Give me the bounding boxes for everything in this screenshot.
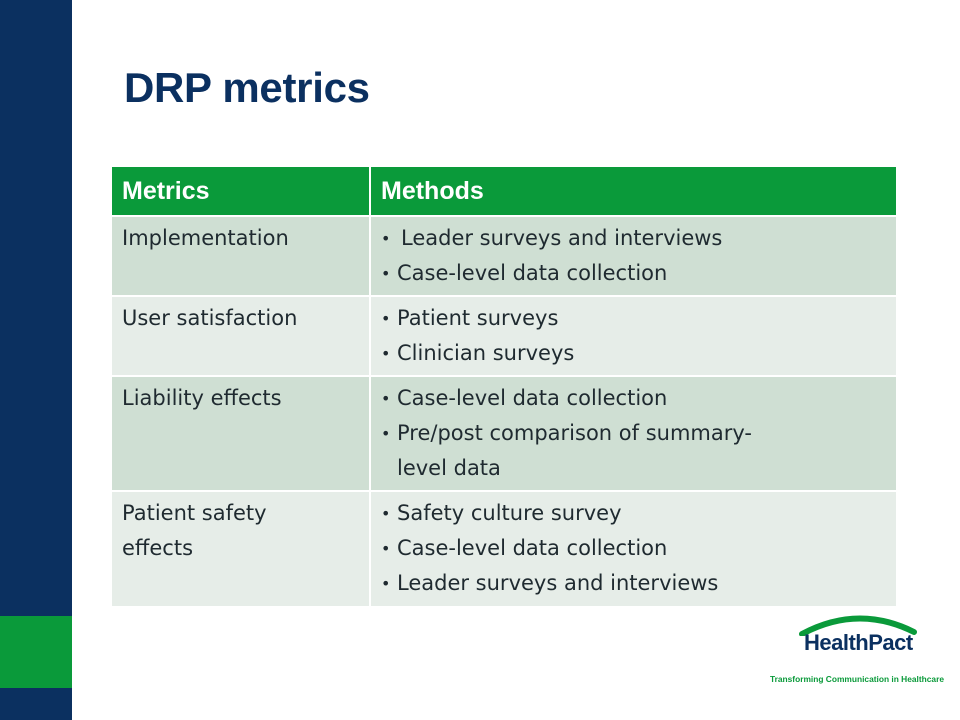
methods-cell: Case-level data collection Pre/post comp… xyxy=(370,376,896,492)
header-metrics: Metrics xyxy=(112,167,371,217)
metric-label: Implementation xyxy=(122,226,289,250)
methods-list: Case-level data collection Pre/post comp… xyxy=(381,381,801,486)
methods-list: Patient surveys Clinician surveys xyxy=(381,301,886,371)
metrics-table: Metrics Methods Implementation Leader su… xyxy=(112,167,896,608)
sidebar-green-block xyxy=(0,616,72,688)
metric-cell: Implementation xyxy=(112,216,371,297)
method-item: Pre/post comparison of summary-level dat… xyxy=(381,416,801,486)
logo-name: HealthPact xyxy=(804,630,913,655)
method-item: Case-level data collection xyxy=(381,381,801,416)
methods-cell: Safety culture survey Case-level data co… xyxy=(370,491,896,608)
methods-cell: Leader surveys and interviews Case-level… xyxy=(370,216,896,297)
metric-cell: Liability effects xyxy=(112,376,371,492)
table-header-row: Metrics Methods xyxy=(112,167,896,217)
method-item: Leader surveys and interviews xyxy=(381,221,886,256)
header-methods: Methods xyxy=(370,167,896,217)
table-row: Patient safety effects Safety culture su… xyxy=(112,491,896,608)
method-item: Case-level data collection xyxy=(381,531,886,566)
logo-swoosh-icon xyxy=(799,615,917,636)
methods-list: Safety culture survey Case-level data co… xyxy=(381,496,886,601)
metric-label: Liability effects xyxy=(122,386,282,410)
sidebar-navy-top xyxy=(0,0,72,616)
healthpact-logo: HealthPact Transforming Communication in… xyxy=(768,612,946,692)
table-row: Implementation Leader surveys and interv… xyxy=(112,216,896,297)
methods-list: Leader surveys and interviews Case-level… xyxy=(381,221,886,291)
metric-label: User satisfaction xyxy=(122,306,298,330)
method-item: Patient surveys xyxy=(381,301,886,336)
table-row: User satisfaction Patient surveys Clinic… xyxy=(112,296,896,377)
method-item: Leader surveys and interviews xyxy=(381,566,886,601)
method-item: Safety culture survey xyxy=(381,496,886,531)
logo-tagline: Transforming Communication in Healthcare xyxy=(769,674,945,684)
methods-cell: Patient surveys Clinician surveys xyxy=(370,296,896,377)
metric-label: Patient safety effects xyxy=(122,501,267,560)
sidebar-navy-bottom xyxy=(0,688,72,720)
method-item: Case-level data collection xyxy=(381,256,886,291)
slide-title: DRP metrics xyxy=(124,64,370,111)
metric-cell: User satisfaction xyxy=(112,296,371,377)
table-row: Liability effects Case-level data collec… xyxy=(112,376,896,492)
method-item: Clinician surveys xyxy=(381,336,886,371)
metric-cell: Patient safety effects xyxy=(112,491,371,608)
